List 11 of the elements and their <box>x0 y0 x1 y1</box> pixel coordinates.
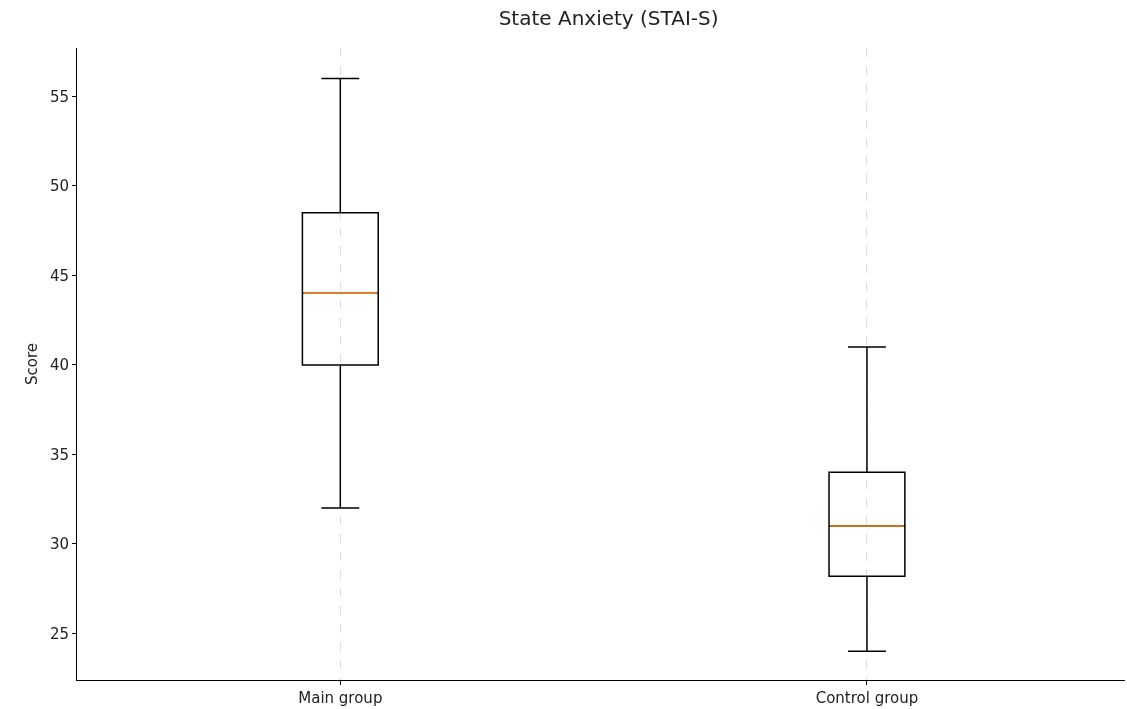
y-tick-label: 30 <box>49 535 69 554</box>
y-tick-label: 55 <box>49 87 69 106</box>
y-tick-label: 40 <box>49 356 69 375</box>
x-tick-label: Control group <box>815 689 919 707</box>
y-tick-label: 25 <box>49 624 69 643</box>
x-tick-label: Main group <box>298 689 383 707</box>
y-tick-label: 35 <box>49 445 69 464</box>
y-axis-title: Score <box>23 342 42 386</box>
y-tick-label: 50 <box>49 177 69 196</box>
chart-title: State Anxiety (STAI-S) <box>498 5 719 30</box>
y-tick-label: 45 <box>49 266 69 285</box>
